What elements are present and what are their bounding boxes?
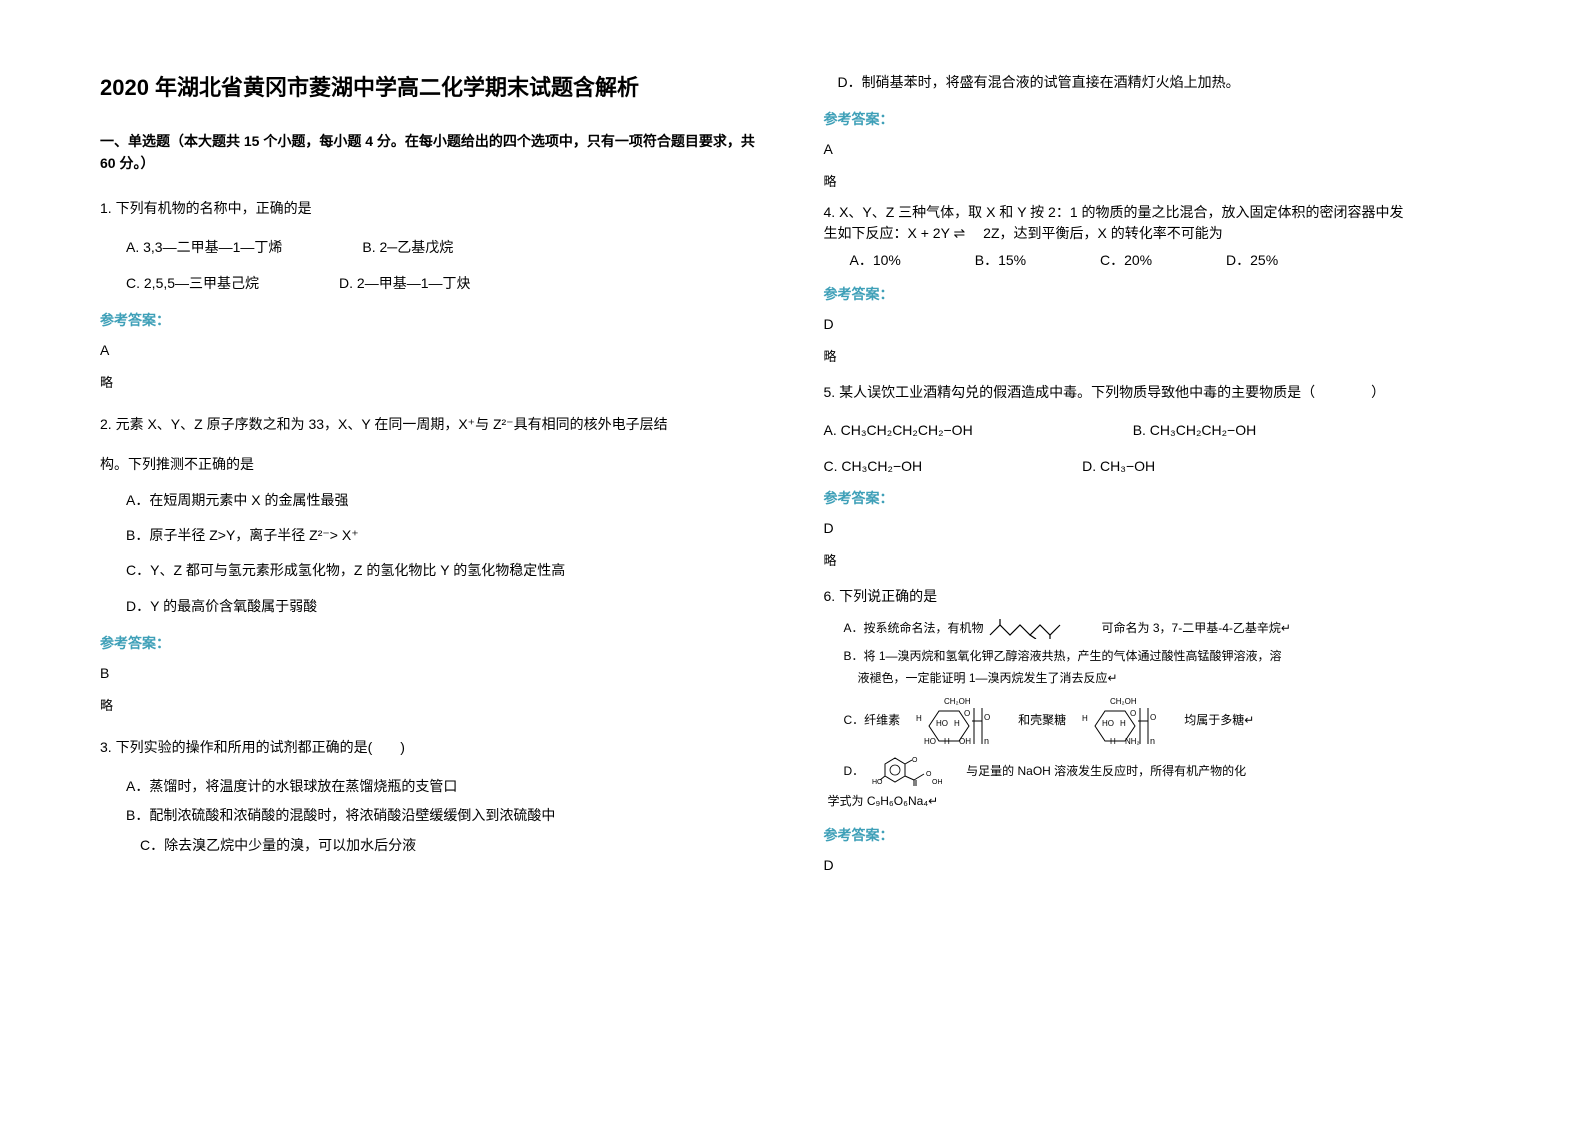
- q3-opt-b: B．配制浓硫酸和浓硝酸的混酸时，将浓硝酸沿壁缓缓倒入到浓硫酸中: [126, 803, 764, 828]
- q3-omit: 略: [824, 171, 1488, 190]
- q6-opt-d-post: 与足量的 NaOH 溶液发生反应时，所得有机产物的化: [966, 762, 1246, 781]
- q2-line2: 构。下列推测不正确的是: [100, 451, 764, 478]
- q6-opt-b2: 液褪色，一定能证明 1—溴丙烷发生了消去反应↵: [858, 669, 1488, 688]
- svg-text:H: H: [944, 737, 950, 746]
- q1-opt-b: B. 2─乙基戊烷: [362, 235, 453, 260]
- q4-answer: D: [824, 316, 1488, 332]
- right-column: D．制硝基苯时，将盛有混合液的试管直接在酒精灯火焰上加热。 参考答案： A 略 …: [824, 70, 1488, 873]
- q6-opt-c: C．纤维素 CH₂OH O H HO H OH HO H n O 和壳聚糖 CH…: [844, 696, 1488, 746]
- q6-opt-c-post: 均属于多糖↵: [1184, 711, 1254, 730]
- q5-answer-label: 参考答案：: [824, 488, 1488, 508]
- page-root: 2020 年湖北省黄冈市菱湖中学高二化学期末试题含解析 一、单选题（本大题共 1…: [0, 0, 1587, 913]
- q5-opt-c: C. CH₃CH₂−OH: [824, 458, 923, 474]
- q2-opt-a: A．在短周期元素中 X 的金属性最强: [126, 488, 764, 513]
- svg-text:O: O: [1130, 709, 1136, 718]
- svg-text:O: O: [912, 757, 918, 764]
- q2-opt-c: C．Y、Z 都可与氢元素形成氢化物，Z 的氢化物比 Y 的氢化物稳定性高: [126, 558, 764, 583]
- svg-text:HO: HO: [872, 779, 883, 786]
- q6-opt-a-pre: A．按系统命名法，有机物: [844, 619, 984, 638]
- q4-line2: 生如下反应：X + 2Y ⇌ 2Z，达到平衡后，X 的转化率不可能为: [824, 223, 1488, 244]
- q6-opt-c-pre: C．纤维素: [844, 711, 901, 730]
- q1-omit: 略: [100, 372, 764, 391]
- q2-answer: B: [100, 665, 764, 681]
- left-column: 2020 年湖北省黄冈市菱湖中学高二化学期末试题含解析 一、单选题（本大题共 1…: [100, 70, 764, 873]
- q6-opt-d-line2: 学式为 C₉H₆O₆Na₄↵: [828, 792, 1488, 811]
- svg-text:OH: OH: [932, 779, 943, 786]
- q2-omit: 略: [100, 695, 764, 714]
- cellulose-structure-icon: CH₂OH O H HO H OH HO H n O: [904, 696, 1014, 746]
- chitosan-structure-icon: CH₂OH O H H NH₂ HO H n O: [1070, 696, 1180, 746]
- q5-row1: A. CH₃CH₂CH₂CH₂−OH B. CH₃CH₂CH₂−OH: [824, 422, 1488, 438]
- svg-text:NH₂: NH₂: [1125, 737, 1140, 746]
- svg-text:H: H: [1082, 714, 1088, 723]
- q4-answer-label: 参考答案：: [824, 284, 1488, 304]
- svg-text:n: n: [1150, 736, 1155, 746]
- svg-text:H: H: [954, 719, 960, 728]
- svg-text:n: n: [984, 736, 989, 746]
- q1-opt-row1: A. 3,3—二甲基—1—丁烯 B. 2─乙基戊烷: [126, 235, 764, 260]
- q2-line1: 2. 元素 X、Y、Z 原子序数之和为 33，X、Y 在同一周期，X⁺与 Z²⁻…: [100, 411, 764, 438]
- svg-text:O: O: [984, 713, 990, 722]
- q5-row2: C. CH₃CH₂−OH D. CH₃−OH: [824, 458, 1488, 474]
- svg-text:OH: OH: [959, 737, 971, 746]
- q6-opt-d: D． HO O O OH 与足量的 NaOH 溶液发生反应时，所得有机产物的化: [844, 754, 1488, 790]
- svg-text:O: O: [964, 709, 970, 718]
- q3-opt-d: D．制硝基苯时，将盛有混合液的试管直接在酒精灯火焰上加热。: [838, 70, 1488, 95]
- svg-text:HO: HO: [1102, 719, 1114, 728]
- q6-opt-c-mid: 和壳聚糖: [1018, 711, 1066, 730]
- q6-stem: 6. 下列说正确的是: [824, 583, 1488, 610]
- svg-text:HO: HO: [936, 719, 948, 728]
- q4-opt-d: D．25%: [1226, 250, 1278, 270]
- q1-opt-a: A. 3,3—二甲基—1—丁烯: [126, 235, 282, 260]
- benzene-structure-icon: HO O O OH: [870, 754, 960, 790]
- q5-opt-a: A. CH₃CH₂CH₂CH₂−OH: [824, 422, 973, 438]
- svg-text:H: H: [1110, 737, 1116, 746]
- q3-opt-a: A．蒸馏时，将温度计的水银球放在蒸馏烧瓶的支管口: [126, 774, 764, 799]
- q5-opt-d: D. CH₃−OH: [1082, 458, 1155, 474]
- svg-text:H: H: [916, 714, 922, 723]
- svg-text:HO: HO: [924, 737, 936, 746]
- q5-stem: 5. 某人误饮工业酒精勾兑的假酒造成中毒。下列物质导致他中毒的主要物质是（ ）: [824, 379, 1488, 406]
- q6-answer-label: 参考答案：: [824, 825, 1488, 845]
- q3-opt-c: C．除去溴乙烷中少量的溴，可以加水后分液: [140, 833, 764, 858]
- q3-answer-label: 参考答案：: [824, 109, 1488, 129]
- q2-answer-label: 参考答案：: [100, 633, 764, 653]
- q3-answer: A: [824, 141, 1488, 157]
- q4-opt-c: C．20%: [1100, 250, 1152, 270]
- q4-opts: A．10% B．15% C．20% D．25%: [850, 250, 1488, 270]
- q3-stem: 3. 下列实验的操作和所用的试剂都正确的是( ): [100, 734, 764, 761]
- q1-stem: 1. 下列有机物的名称中，正确的是: [100, 195, 764, 222]
- q5-answer: D: [824, 520, 1488, 536]
- q4-omit: 略: [824, 346, 1488, 365]
- svg-text:H: H: [1120, 719, 1126, 728]
- q2-opt-d: D．Y 的最高价含氧酸属于弱酸: [126, 594, 764, 619]
- q6-opt-d-pre: D．: [844, 762, 865, 781]
- q1-opt-c: C. 2,5,5—三甲基己烷: [126, 271, 259, 296]
- q1-answer-label: 参考答案：: [100, 310, 764, 330]
- svg-text:CH₂OH: CH₂OH: [1110, 697, 1137, 706]
- q6-answer: D: [824, 857, 1488, 873]
- q5-omit: 略: [824, 550, 1488, 569]
- q1-opt-row2: C. 2,5,5—三甲基己烷 D. 2—甲基—1—丁炔: [126, 271, 764, 296]
- q5-opt-b: B. CH₃CH₂CH₂−OH: [1133, 422, 1257, 438]
- q1-answer: A: [100, 342, 764, 358]
- q4-opt-b: B．15%: [975, 250, 1026, 270]
- q2-opt-b: B．原子半径 Z>Y，离子半径 Z²⁻> X⁺: [126, 523, 764, 548]
- q1-opt-d: D. 2—甲基—1—丁炔: [339, 271, 470, 296]
- q4-line1: 4. X、Y、Z 三种气体，取 X 和 Y 按 2：1 的物质的量之比混合，放入…: [824, 202, 1488, 223]
- q6-opt-a-post: 可命名为 3，7-二甲基-4-乙基辛烷↵: [1102, 619, 1291, 638]
- svg-text:O: O: [1150, 713, 1156, 722]
- molecule-structure-icon: [988, 617, 1098, 639]
- section-header: 一、单选题（本大题共 15 个小题，每小题 4 分。在每小题给出的四个选项中，只…: [100, 130, 764, 175]
- q6-opt-b1: B．将 1—溴丙烷和氢氧化钾乙醇溶液共热，产生的气体通过酸性高锰酸钾溶液，溶: [844, 647, 1488, 666]
- svg-text:CH₂OH: CH₂OH: [944, 697, 971, 706]
- svg-text:O: O: [926, 771, 932, 778]
- exam-title: 2020 年湖北省黄冈市菱湖中学高二化学期末试题含解析: [100, 70, 764, 102]
- q6-opt-a: A．按系统命名法，有机物 可命名为 3，7-二甲基-4-乙基辛烷↵: [844, 617, 1488, 639]
- q4-opt-a: A．10%: [850, 250, 901, 270]
